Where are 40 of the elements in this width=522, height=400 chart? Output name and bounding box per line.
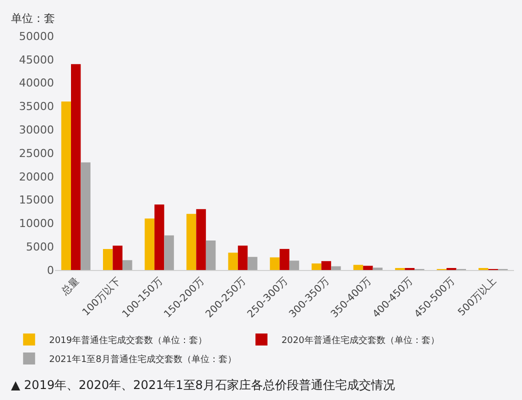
bar bbox=[312, 263, 322, 270]
y-tick-label: 20000 bbox=[19, 170, 54, 184]
y-tick-label: 50000 bbox=[19, 30, 54, 43]
bar bbox=[363, 266, 373, 270]
bar bbox=[270, 257, 280, 270]
legend-label: 2021年1至8月普通住宅成交套数（单位：套） bbox=[49, 354, 236, 365]
bar bbox=[289, 260, 300, 270]
bar bbox=[71, 64, 81, 270]
y-tick-label: 45000 bbox=[19, 53, 54, 66]
bar bbox=[80, 162, 90, 270]
legend-label: 2019年普通住宅成交套数（单位：套） bbox=[49, 335, 208, 346]
y-tick-label: 35000 bbox=[19, 100, 54, 114]
bar bbox=[280, 248, 290, 270]
y-tick-label: 40000 bbox=[19, 76, 54, 90]
bar bbox=[238, 246, 248, 270]
bar bbox=[144, 218, 154, 270]
bar bbox=[321, 261, 332, 270]
bar bbox=[196, 209, 206, 270]
y-axis-title: 单位：套 bbox=[11, 12, 55, 25]
bar bbox=[164, 235, 174, 270]
bar bbox=[206, 240, 216, 270]
bar bbox=[186, 214, 196, 270]
bar bbox=[154, 204, 164, 270]
text: ▲ 2019年、2020年、2021年1至8月石家庄各总价段普通住宅成交情况 bbox=[11, 378, 395, 392]
bar bbox=[248, 256, 258, 270]
y-tick-label: 15000 bbox=[19, 194, 54, 207]
y-tick-label: 25000 bbox=[19, 146, 54, 160]
x-tick-label: 总量 bbox=[58, 275, 82, 299]
bar bbox=[102, 248, 113, 270]
bar bbox=[61, 102, 71, 270]
bar bbox=[331, 266, 341, 270]
bar bbox=[353, 264, 364, 270]
bar bbox=[112, 246, 122, 270]
legend-label: 2020年普通住宅成交套数（单位：套） bbox=[281, 335, 440, 346]
y-tick-label: 5000 bbox=[26, 240, 54, 254]
y-tick-label: 30000 bbox=[19, 123, 54, 136]
y-tick-label: 0 bbox=[47, 264, 54, 277]
bar bbox=[228, 252, 238, 270]
y-tick-label: 10000 bbox=[19, 217, 54, 230]
bar bbox=[122, 260, 132, 270]
